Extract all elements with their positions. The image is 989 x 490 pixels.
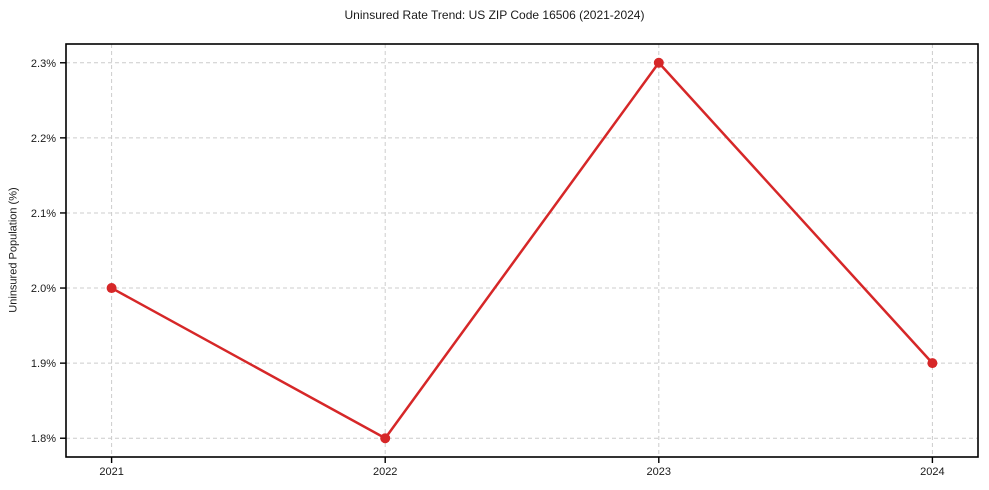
x-tick-label: 2023 xyxy=(647,466,671,478)
data-point-marker xyxy=(927,358,938,369)
y-tick-label: 2.2% xyxy=(31,133,56,145)
data-point-marker xyxy=(380,433,391,444)
y-tick-label: 1.8% xyxy=(31,433,56,445)
data-point-marker xyxy=(106,283,117,294)
x-tick-label: 2022 xyxy=(373,466,397,478)
data-point-marker xyxy=(653,57,664,68)
chart-title: Uninsured Rate Trend: US ZIP Code 16506 … xyxy=(344,8,645,22)
x-tick-label: 2021 xyxy=(99,466,123,478)
y-tick-label: 1.9% xyxy=(31,358,56,370)
y-tick-label: 2.3% xyxy=(31,58,56,70)
x-tick-label: 2024 xyxy=(920,466,944,478)
y-tick-label: 2.0% xyxy=(31,283,56,295)
trend-line xyxy=(110,61,934,440)
axes-spines xyxy=(65,43,979,458)
y-tick-label: 2.1% xyxy=(31,208,56,220)
